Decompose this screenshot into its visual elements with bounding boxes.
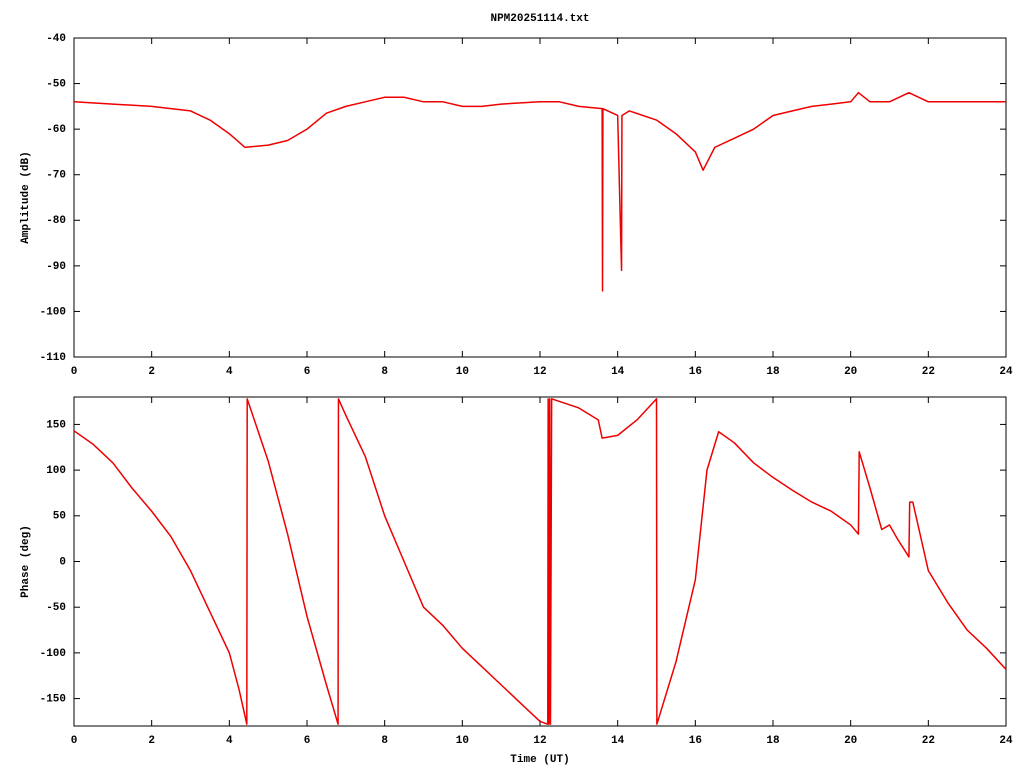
x-tick-label: 6 [304,735,311,747]
y-tick-label: -100 [40,648,66,660]
x-axis-label: Time (UT) [510,754,569,766]
x-tick-label: 12 [533,366,546,378]
x-tick-label: 2 [148,366,155,378]
y-tick-label: -150 [40,693,66,705]
x-tick-label: 20 [844,366,857,378]
x-tick-label: 14 [611,366,625,378]
y-tick-label: -40 [46,33,66,45]
y-tick-label: 100 [46,465,66,477]
x-tick-label: 24 [999,366,1013,378]
x-tick-label: 16 [689,735,702,747]
y-tick-label: 0 [59,556,66,568]
x-tick-label: 22 [922,735,935,747]
x-tick-label: 16 [689,366,702,378]
chart-title: NPM20251114.txt [490,13,589,25]
x-tick-label: 22 [922,366,935,378]
y-tick-label: -70 [46,170,66,182]
data-line [73,91,1006,292]
x-tick-label: 4 [226,735,233,747]
x-tick-label: 8 [381,735,388,747]
x-tick-label: 18 [766,735,780,747]
y-axis-label: Amplitude (dB) [20,151,32,243]
y-tick-label: -90 [46,261,66,273]
data-line [73,398,1007,725]
x-tick-label: 20 [844,735,857,747]
y-tick-label: 50 [53,511,66,523]
y-axis-label: Phase (deg) [20,525,32,598]
y-tick-label: -110 [40,352,66,364]
plot-frame [73,396,1007,727]
x-tick-label: 8 [381,366,388,378]
y-tick-label: -60 [46,124,66,136]
y-tick-label: 150 [46,419,66,431]
y-tick-label: -80 [46,215,66,227]
plot-frame [73,37,1007,358]
y-tick-label: -50 [46,602,66,614]
x-tick-label: 18 [766,366,780,378]
x-tick-label: 10 [456,735,469,747]
x-tick-label: 10 [456,366,469,378]
x-tick-label: 24 [999,735,1013,747]
y-tick-label: -100 [40,306,66,318]
x-tick-label: 6 [304,366,311,378]
x-tick-label: 2 [148,735,155,747]
x-tick-label: 14 [611,735,625,747]
x-tick-label: 4 [226,366,233,378]
y-tick-label: -50 [46,78,66,90]
x-tick-label: 0 [71,735,78,747]
x-tick-label: 12 [533,735,546,747]
x-tick-label: 0 [71,366,78,378]
